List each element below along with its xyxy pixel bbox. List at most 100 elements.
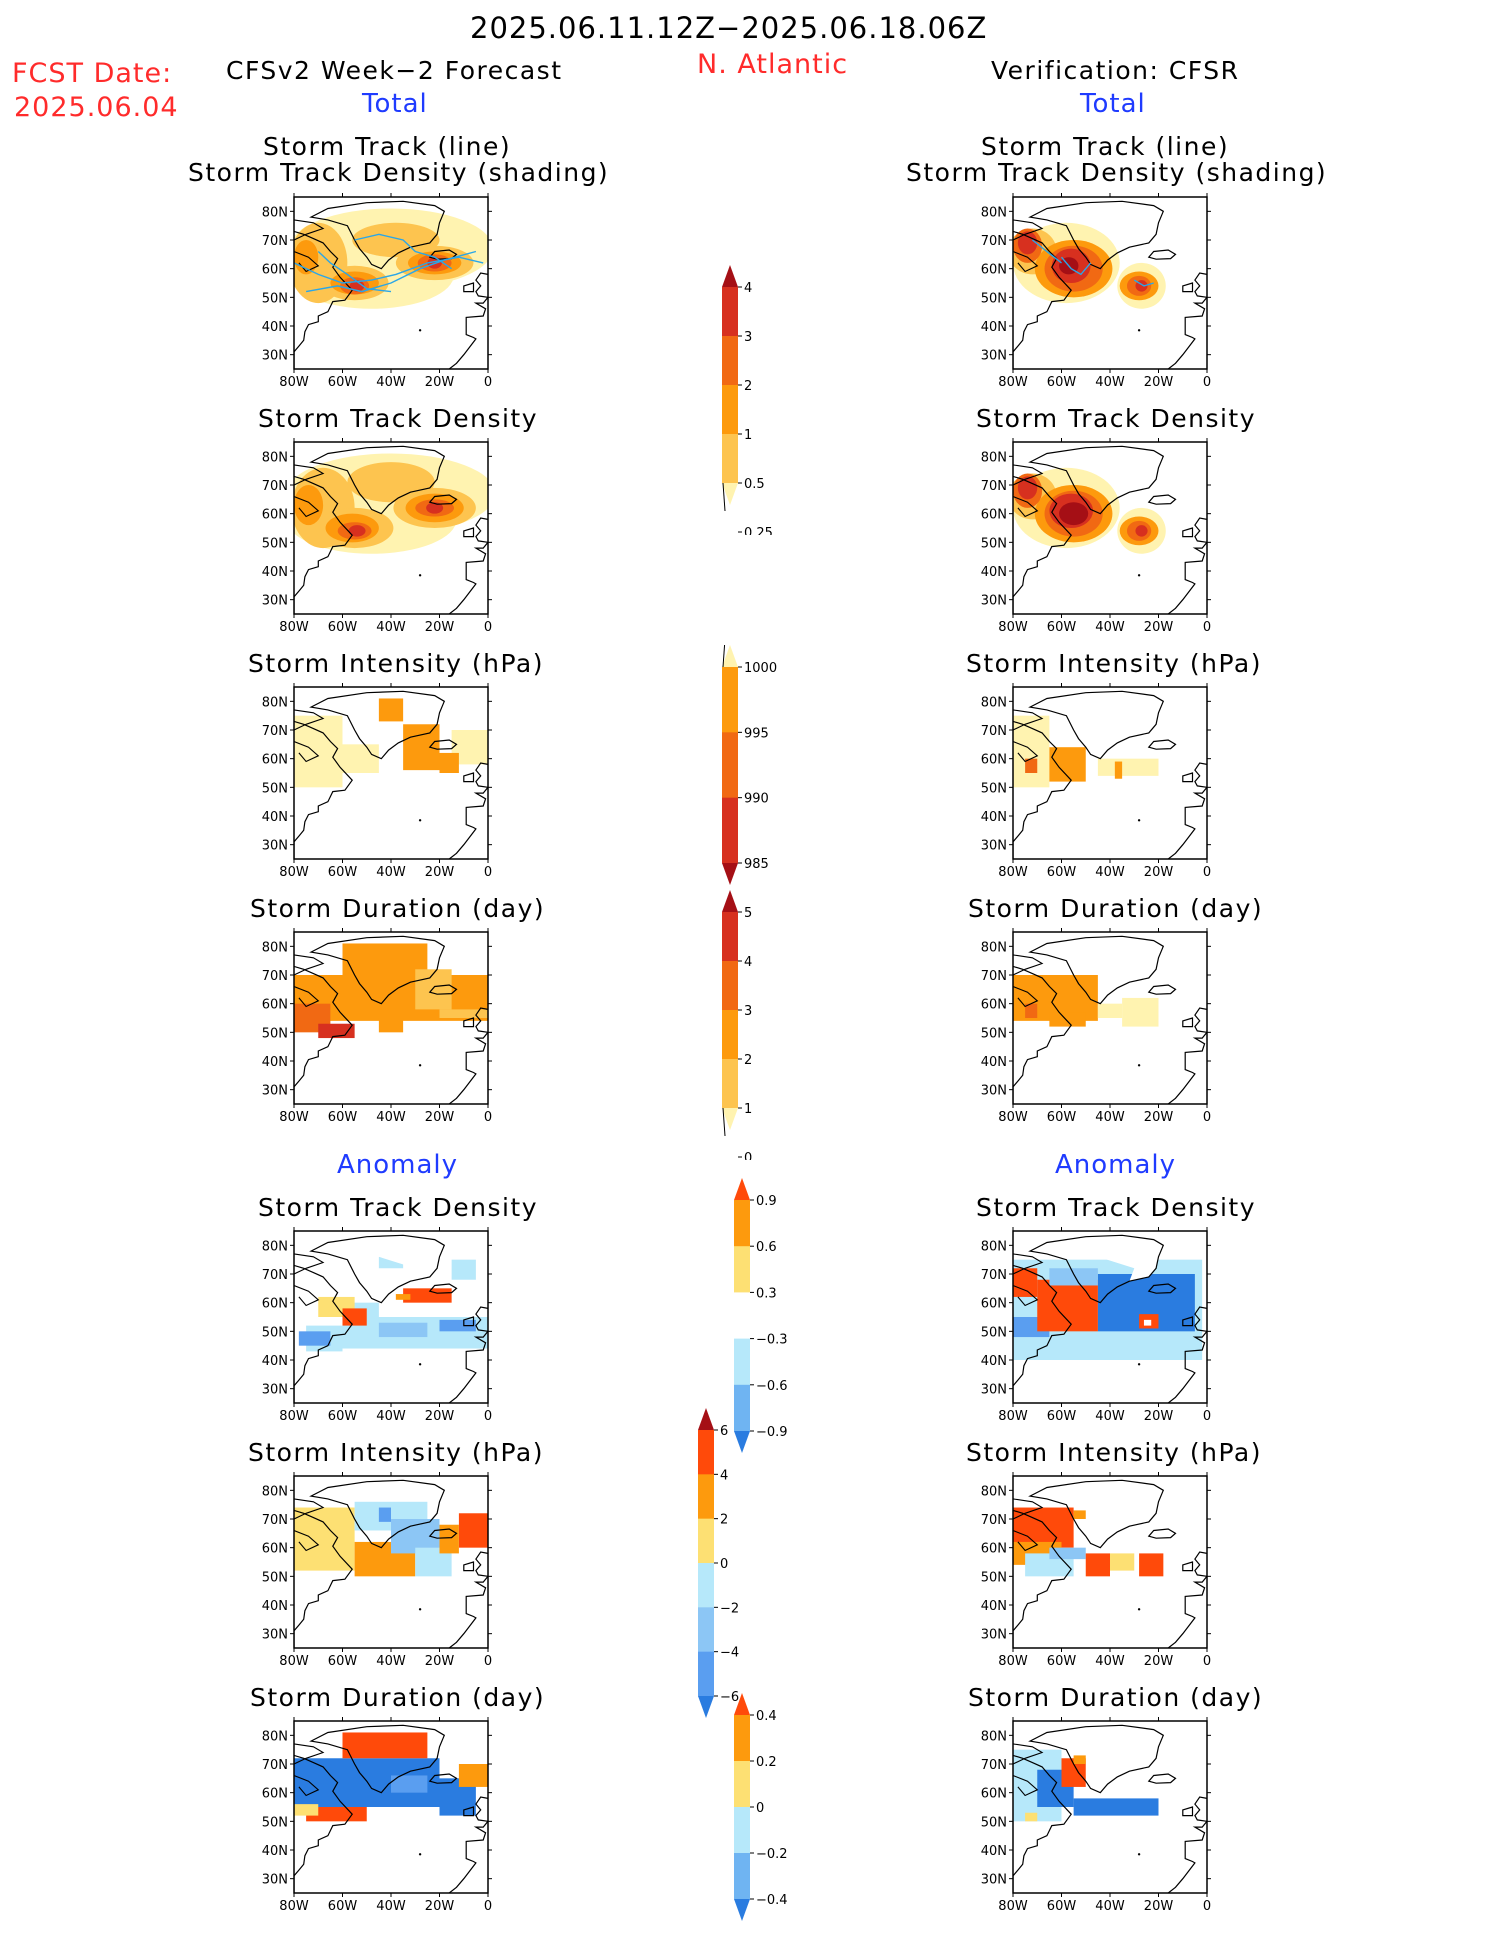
coastline xyxy=(1013,985,1039,1008)
colorbar-label: −6 xyxy=(720,1690,739,1705)
verification-title: Verification: CFSR xyxy=(991,56,1240,85)
lon-tick-label: 60W xyxy=(328,1899,358,1914)
coastline xyxy=(309,1234,446,1304)
colorbar-box xyxy=(734,1807,750,1854)
lon-tick-label: 20W xyxy=(1144,1110,1174,1125)
lon-tick-label: 60W xyxy=(1047,1409,1077,1424)
shaded-cell xyxy=(458,1513,488,1548)
azores-dot xyxy=(418,1363,422,1366)
lon-tick-label: 80W xyxy=(279,1654,309,1669)
lon-tick-label: 80W xyxy=(279,1110,309,1125)
panel-title-intensity-anom-left: Storm Intensity (hPa) xyxy=(248,1438,544,1467)
coastline xyxy=(1028,1234,1165,1304)
lat-tick-label: 30N xyxy=(981,594,1007,609)
coastline xyxy=(294,250,320,273)
shaded-cell xyxy=(342,744,379,773)
coastline xyxy=(428,739,458,750)
colorbar-box xyxy=(734,1292,750,1340)
coastline xyxy=(1013,954,1044,976)
colorbar-arrow-top xyxy=(698,1408,714,1430)
storm-track-line xyxy=(317,250,392,293)
storm-track-line xyxy=(1031,239,1062,264)
azores-dot xyxy=(418,329,422,332)
coastline xyxy=(1167,1796,1207,1893)
coastline xyxy=(294,219,325,241)
lat-tick-label: 30N xyxy=(262,1628,288,1643)
colorbar-box xyxy=(722,797,738,864)
section-total-left: Total xyxy=(362,89,428,119)
lat-tick-label: 40N xyxy=(981,320,1007,335)
lon-tick-label: 40W xyxy=(1095,375,1125,390)
panel-title-track-shading-left: Storm Track Density (shading) xyxy=(188,158,610,187)
coastline xyxy=(294,464,325,486)
lat-tick-label: 70N xyxy=(262,479,288,494)
lat-tick-label: 50N xyxy=(262,1026,288,1041)
colorbar-label: 0.2 xyxy=(756,1755,777,1770)
lat-tick-label: 30N xyxy=(981,349,1007,364)
model-title: CFSv2 Week−2 Forecast xyxy=(226,56,563,85)
colorbar-label: 995 xyxy=(744,726,769,741)
colorbar-arrow-top xyxy=(722,890,738,912)
coastline xyxy=(1167,272,1207,369)
lat-tick-label: 70N xyxy=(981,479,1007,494)
colorbar-box xyxy=(722,1010,738,1060)
shaded-cell xyxy=(342,943,428,975)
lon-tick-label: 20W xyxy=(425,1899,455,1914)
coastline xyxy=(1147,984,1177,995)
panel-title-intensity-anom-right: Storm Intensity (hPa) xyxy=(966,1438,1262,1467)
shaded-cell xyxy=(439,752,459,773)
coastline xyxy=(309,200,446,270)
map-forecast-duration: 80W 60W 40W 20W 0 80N 70N 60N 50N 40N 30N xyxy=(262,928,492,1125)
coastline xyxy=(1013,1529,1039,1552)
colorbar-arrow-bottom xyxy=(722,1108,738,1130)
colorbar-label: 4 xyxy=(744,955,752,970)
coastline xyxy=(1013,475,1072,614)
lon-tick-label: 80W xyxy=(279,865,309,880)
coastline xyxy=(1182,527,1194,538)
shaded-cell xyxy=(348,525,366,537)
colorbar-label: 2 xyxy=(744,1053,752,1068)
colorbar-label: 6 xyxy=(720,1424,728,1439)
map-cfsr-intensity-anom: 80W 60W 40W 20W 0 80N 70N 60N 50N 40N 30N xyxy=(981,1472,1211,1669)
coastline xyxy=(463,1017,475,1028)
coastline xyxy=(1147,739,1177,750)
colorbar-label: −0.6 xyxy=(756,1379,788,1394)
map-cfsr-track: 80W 60W 40W 20W 0 80N 70N 60N 50N 40N 30N xyxy=(981,193,1211,390)
coastline xyxy=(463,1316,475,1327)
panel-title-density-anom-left: Storm Track Density xyxy=(258,1193,539,1222)
colorbar-label: 0 xyxy=(720,1557,728,1572)
coastline xyxy=(1028,200,1165,270)
coastline xyxy=(448,517,488,614)
colorbar-label: 0 xyxy=(744,1151,752,1160)
coastline xyxy=(1013,965,1072,1104)
storm-track-line xyxy=(305,250,477,293)
colorbar-label: 0.25 xyxy=(744,526,773,535)
shaded-cell xyxy=(1013,715,1050,788)
lat-tick-label: 80N xyxy=(981,205,1007,220)
lon-tick-label: 0 xyxy=(484,1654,492,1669)
lat-tick-label: 50N xyxy=(262,291,288,306)
lat-tick-label: 80N xyxy=(262,450,288,465)
lon-tick-label: 20W xyxy=(1144,1409,1174,1424)
coastline xyxy=(1013,720,1072,859)
coastline xyxy=(1028,1724,1165,1794)
lat-tick-label: 50N xyxy=(981,1570,1007,1585)
lon-tick-label: 40W xyxy=(1095,620,1125,635)
coastline xyxy=(294,1498,325,1520)
colorbar-duration-anom: 0.4 0.2 0 −0.2 −0.4 xyxy=(734,1693,804,1955)
shaded-cell xyxy=(342,1732,428,1759)
shaded-cell xyxy=(439,1319,476,1332)
coastline xyxy=(294,1774,320,1797)
colorbar-intensity-anom: 6 4 2 0 −2 −4 −6 xyxy=(698,1408,768,1752)
lat-tick-label: 80N xyxy=(262,1729,288,1744)
lat-tick-label: 40N xyxy=(262,565,288,580)
shaded-cell xyxy=(1073,1798,1159,1816)
lon-tick-label: 40W xyxy=(1095,1110,1125,1125)
lat-tick-label: 70N xyxy=(262,1513,288,1528)
colorbar-box xyxy=(698,1518,714,1564)
lon-tick-label: 20W xyxy=(425,1110,455,1125)
panel-title-duration-left: Storm Duration (day) xyxy=(250,894,546,923)
lon-tick-label: 80W xyxy=(279,1409,309,1424)
azores-dot xyxy=(1137,1363,1141,1366)
coastline xyxy=(294,985,320,1008)
